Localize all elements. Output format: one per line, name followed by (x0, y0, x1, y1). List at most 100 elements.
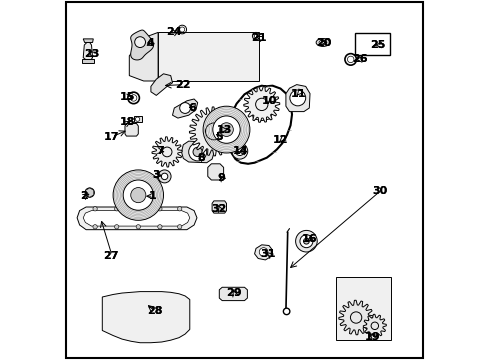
Text: 3: 3 (152, 170, 160, 180)
Circle shape (130, 95, 137, 101)
Circle shape (93, 225, 97, 229)
Text: 16: 16 (301, 234, 316, 244)
Text: 22: 22 (175, 80, 191, 90)
Text: 30: 30 (371, 186, 386, 196)
Circle shape (235, 147, 244, 156)
Text: 6: 6 (188, 103, 196, 113)
Circle shape (179, 103, 190, 113)
Text: 2: 2 (80, 191, 88, 201)
Text: 2: 2 (80, 191, 88, 201)
Circle shape (113, 170, 163, 220)
Circle shape (114, 207, 119, 211)
Circle shape (252, 32, 259, 40)
Text: 24: 24 (166, 27, 182, 37)
Text: 31: 31 (260, 249, 275, 259)
Text: 9: 9 (217, 173, 224, 183)
Circle shape (259, 248, 267, 256)
Text: 14: 14 (233, 146, 248, 156)
Bar (133, 116, 141, 122)
Circle shape (370, 322, 378, 329)
Circle shape (188, 143, 206, 161)
Circle shape (161, 173, 167, 180)
Polygon shape (219, 287, 247, 301)
Text: 20: 20 (315, 38, 331, 48)
Text: 28: 28 (146, 306, 162, 316)
Text: 7: 7 (156, 146, 163, 156)
Text: 16: 16 (301, 234, 316, 244)
Circle shape (193, 147, 202, 157)
Text: 12: 12 (272, 135, 287, 145)
Text: 24: 24 (166, 27, 182, 37)
Text: 17: 17 (103, 132, 119, 142)
Text: 18: 18 (120, 117, 135, 127)
Polygon shape (83, 42, 92, 60)
Polygon shape (125, 123, 138, 136)
Circle shape (295, 230, 317, 252)
Text: 1: 1 (148, 191, 156, 201)
Ellipse shape (318, 40, 326, 45)
Text: 27: 27 (103, 251, 119, 261)
Polygon shape (77, 207, 197, 230)
Text: 19: 19 (364, 332, 379, 342)
Circle shape (136, 207, 140, 211)
Text: 5: 5 (215, 132, 223, 142)
Bar (82, 59, 94, 63)
Circle shape (123, 180, 153, 210)
Polygon shape (83, 211, 189, 226)
Text: 4: 4 (147, 38, 155, 48)
Text: 20: 20 (315, 38, 331, 48)
Polygon shape (181, 141, 213, 163)
Polygon shape (189, 107, 238, 156)
Circle shape (93, 207, 97, 211)
Circle shape (219, 123, 233, 136)
Polygon shape (285, 85, 309, 112)
Circle shape (205, 123, 222, 140)
Text: 5: 5 (215, 132, 223, 142)
Circle shape (289, 90, 305, 106)
Polygon shape (172, 99, 197, 118)
Text: 3: 3 (152, 170, 160, 180)
Text: 32: 32 (211, 204, 226, 214)
Polygon shape (254, 245, 272, 260)
Text: 9: 9 (217, 173, 224, 183)
Polygon shape (338, 300, 373, 335)
Text: 19: 19 (364, 332, 379, 342)
Circle shape (134, 37, 145, 48)
Text: 31: 31 (260, 249, 275, 259)
Polygon shape (336, 277, 390, 340)
Text: 12: 12 (272, 135, 287, 145)
Text: 23: 23 (83, 49, 99, 59)
Circle shape (299, 235, 312, 248)
Text: 6: 6 (188, 103, 196, 113)
Circle shape (255, 98, 267, 111)
Text: 8: 8 (197, 153, 205, 163)
Text: 13: 13 (217, 125, 232, 135)
Circle shape (158, 170, 171, 183)
Circle shape (303, 238, 309, 244)
Circle shape (212, 116, 240, 143)
Circle shape (136, 225, 140, 229)
Polygon shape (130, 30, 153, 60)
Text: 13: 13 (217, 125, 232, 135)
Text: 23: 23 (83, 49, 99, 59)
Polygon shape (151, 74, 172, 95)
Circle shape (177, 225, 182, 229)
Text: 17: 17 (103, 132, 119, 142)
Circle shape (254, 34, 257, 38)
Polygon shape (207, 164, 223, 180)
Text: 10: 10 (262, 96, 277, 106)
Polygon shape (244, 86, 279, 122)
Circle shape (162, 147, 172, 157)
Text: 26: 26 (351, 54, 367, 64)
Text: 21: 21 (251, 33, 266, 43)
Text: 11: 11 (290, 89, 305, 99)
Text: 8: 8 (197, 153, 205, 163)
Text: 15: 15 (120, 92, 135, 102)
Text: 25: 25 (369, 40, 385, 50)
Text: 18: 18 (120, 117, 135, 127)
Text: 4: 4 (147, 38, 155, 48)
Text: 22: 22 (175, 80, 191, 90)
Ellipse shape (316, 39, 329, 46)
Text: 11: 11 (290, 89, 305, 99)
Text: 7: 7 (156, 146, 163, 156)
